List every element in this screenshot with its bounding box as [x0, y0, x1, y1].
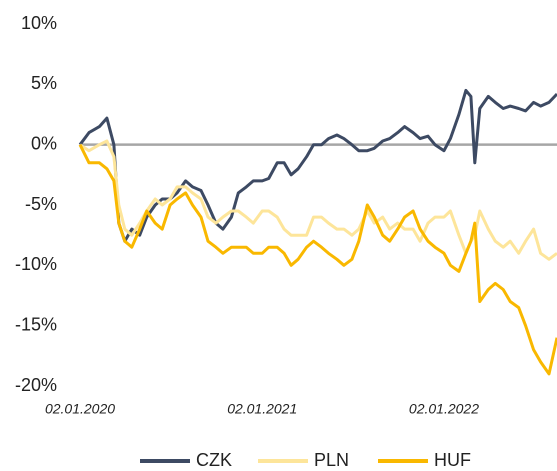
series-line [78, 88, 557, 243]
x-tick-label: 02.01.2022 [409, 401, 479, 417]
y-tick-label: 5% [31, 73, 57, 93]
series-line [78, 144, 557, 376]
y-tick-label: 10% [21, 13, 57, 33]
y-tick-label: -10% [15, 254, 57, 274]
x-tick-label: 02.01.2020 [45, 401, 115, 417]
legend-label: PLN [314, 450, 349, 470]
x-tick-label: 02.01.2021 [227, 401, 297, 417]
y-tick-label: -15% [15, 314, 57, 334]
y-tick-label: 0% [31, 133, 57, 153]
legend-label: CZK [196, 450, 232, 470]
legend-label: HUF [434, 450, 471, 470]
series-line [79, 139, 557, 261]
y-tick-label: -20% [15, 375, 57, 395]
y-tick-label: -5% [25, 194, 57, 214]
